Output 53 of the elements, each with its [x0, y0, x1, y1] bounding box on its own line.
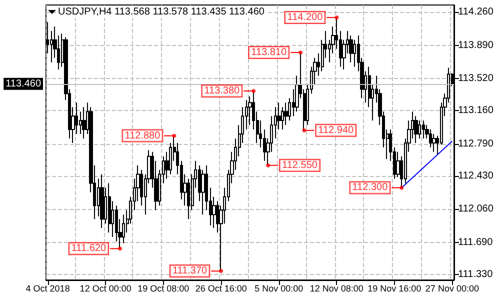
point: [334, 16, 339, 20]
y-tick-label: 112.790: [458, 138, 494, 150]
y-tick-label: 112.060: [458, 204, 494, 215]
point: [172, 134, 176, 138]
x-tick-label: 19 Oct 08:00: [138, 284, 190, 294]
candlestick: [284, 102, 288, 126]
y-tick-label: 113.160: [458, 105, 494, 116]
data-label: 111.370: [172, 266, 208, 277]
candlestick: [281, 106, 284, 130]
data-label: 112.940: [318, 124, 354, 136]
candlestick: [414, 116, 418, 144]
candlestick: [349, 34, 353, 63]
data-label: 112.880: [124, 130, 161, 142]
x-tick-label: 27 Nov 00:00: [425, 284, 479, 294]
y-tick-label: 113.890: [458, 40, 494, 51]
ref-line-label: 113.460: [6, 78, 42, 90]
point: [118, 246, 122, 251]
point: [400, 186, 404, 190]
y-tick-label: 113.520: [458, 72, 494, 84]
y-tick-label: 111.690: [458, 236, 494, 248]
candlestick: [418, 120, 421, 139]
y-tick-label: 111.330: [458, 269, 494, 280]
candlestick: [353, 39, 356, 68]
candlestick: [432, 133, 436, 152]
data-label: 112.300: [352, 182, 388, 194]
chart-title: USDJPY,H4 113.568 113.578 113.435 113.460: [58, 6, 265, 18]
candlestick: [248, 96, 252, 126]
y-tick-label: 112.430: [458, 170, 494, 182]
data-label: 111.620: [71, 243, 106, 254]
candlestick: [429, 129, 432, 148]
point: [252, 88, 256, 93]
x-tick-label: 19 Nov 16:00: [368, 284, 422, 294]
data-label: 113.810: [251, 46, 287, 58]
x-tick-label: 5 Nov 00:00: [254, 284, 304, 294]
x-tick-label: 4 Oct 2018: [26, 284, 70, 294]
point: [219, 269, 224, 274]
candlestick: [108, 182, 111, 234]
candlestick: [422, 120, 425, 139]
candlestick: [201, 169, 205, 216]
data-label: 113.380: [204, 85, 240, 96]
data-label: 112.550: [282, 160, 318, 171]
x-tick-label: 12 Nov 08:00: [310, 284, 364, 294]
point: [266, 163, 270, 168]
x-tick-label: 12 Oct 00:00: [80, 284, 132, 294]
point: [298, 50, 303, 54]
data-label: 114.200: [287, 12, 324, 24]
point: [302, 128, 306, 132]
candlestick: [122, 214, 125, 244]
y-tick-label: 114.260: [458, 6, 494, 18]
candlestick: [100, 174, 104, 229]
candlestick: [82, 106, 86, 139]
candlestick: [187, 178, 190, 220]
x-tick-label: 26 Oct 16:00: [195, 284, 247, 294]
